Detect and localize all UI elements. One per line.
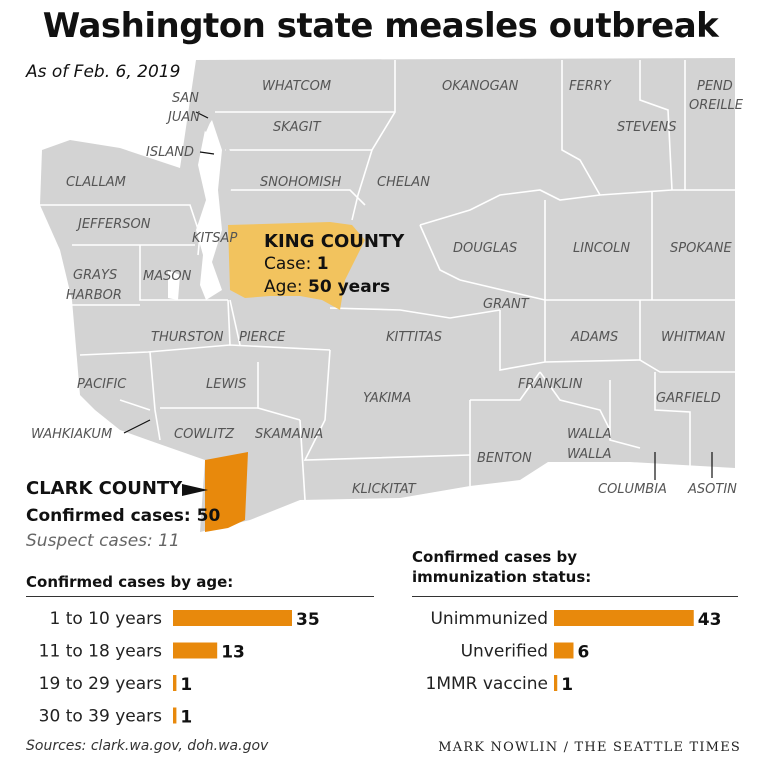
clark-county-shape — [205, 452, 248, 532]
age-chart-rule — [26, 596, 374, 597]
king-case-value: 1 — [316, 254, 329, 274]
county-label-spokane: SPOKANE — [670, 241, 732, 256]
immunization-bar — [554, 610, 694, 626]
immunization-chart-rule — [412, 596, 738, 597]
king-age-value: 50 years — [308, 277, 391, 297]
sources-note: Sources: clark.wa.gov, doh.wa.gov — [26, 738, 269, 754]
county-label-grant: GRANT — [483, 297, 529, 312]
age-value-label: 13 — [221, 643, 245, 663]
county-label-franklin: FRANKLIN — [518, 377, 583, 392]
county-label-clallam: CLALLAM — [66, 175, 126, 190]
age-bar-chart: 1 to 10 years 35 11 to 18 years 13 19 to 29 … — [39, 609, 320, 728]
county-label-grays-harbor-1: GRAYS — [73, 268, 118, 283]
immunization-value-label: 43 — [698, 610, 722, 630]
county-label-chelan: CHELAN — [377, 175, 430, 190]
county-label-pacific: PACIFIC — [77, 377, 127, 392]
county-label-snohomish: SNOHOMISH — [260, 175, 342, 190]
clark-pointer-arrow — [182, 484, 208, 496]
county-label-skagit: SKAGIT — [273, 120, 321, 135]
county-label-stevens: STEVENS — [617, 120, 677, 135]
county-label-whatcom: WHATCOM — [262, 79, 332, 94]
county-label-grays-harbor-2: HARBOR — [66, 288, 122, 303]
county-label-okanogan: OKANOGAN — [442, 79, 519, 94]
age-category-label: 30 to 39 years — [39, 707, 162, 727]
king-county-shape — [228, 222, 365, 310]
county-label-klickitat: KLICKITAT — [352, 482, 416, 497]
county-label-pend-oreille-2: OREILLE — [689, 98, 744, 113]
king-case-label: Case: — [264, 254, 312, 274]
age-bar — [173, 642, 218, 659]
immunization-chart-title: Confirmed cases by immunization status: — [412, 547, 591, 587]
county-label-thurston: THURSTON — [151, 330, 224, 345]
age-bar — [173, 675, 177, 691]
county-label-san-juan-2: JUAN — [168, 110, 200, 125]
clark-confirmed-value: 50 — [196, 506, 221, 526]
king-county-callout: KING COUNTY Case: 1 Age: 50 years — [264, 230, 404, 299]
age-value-label: 35 — [296, 610, 320, 630]
immunization-bar-chart: Unimmunized 43 Unverified 6 1MMR vaccine 1 — [426, 609, 722, 695]
immunization-value-label: 6 — [578, 643, 590, 663]
age-category-label: 11 to 18 years — [39, 642, 162, 662]
county-label-lewis: LEWIS — [206, 377, 247, 392]
county-label-walla-walla-2: WALLA — [567, 447, 612, 462]
county-label-ferry: FERRY — [569, 79, 611, 94]
county-label-mason: MASON — [143, 269, 192, 284]
county-label-wahkiakum: WAHKIAKUM — [31, 427, 113, 442]
clark-confirmed-label: Confirmed cases: — [26, 506, 191, 526]
leader-lines — [123, 111, 713, 480]
king-county-name: KING COUNTY — [264, 231, 405, 252]
immunization-chart-title-line-1: Confirmed cases by — [412, 548, 578, 566]
immunization-bar — [554, 642, 574, 659]
county-label-san-juan-1: SAN — [172, 91, 199, 106]
county-label-skamania: SKAMANIA — [255, 427, 324, 442]
hood-canal — [168, 270, 180, 300]
age-bar — [173, 610, 292, 626]
immunization-category-label: Unverified — [461, 642, 548, 662]
age-bar — [173, 707, 177, 724]
county-label-yakima: YAKIMA — [363, 391, 412, 406]
age-value-label: 1 — [180, 708, 192, 728]
county-label-kitsap: KITSAP — [192, 231, 238, 246]
county-label-island: ISLAND — [146, 145, 194, 160]
county-label-kittitas: KITTITAS — [386, 330, 442, 345]
as-of-date: As of Feb. 6, 2019 — [26, 62, 181, 82]
age-category-label: 1 to 10 years — [49, 609, 162, 629]
county-label-pend-oreille-1: PEND — [697, 79, 733, 94]
county-label-benton: BENTON — [477, 451, 532, 466]
immunization-value-label: 1 — [561, 675, 573, 695]
county-label-cowlitz: COWLITZ — [174, 427, 235, 442]
credit-line: MARK NOWLIN / THE SEATTLE TIMES — [438, 740, 741, 755]
chart-title: Washington state measles outbreak — [42, 6, 719, 46]
county-label-asotin: ASOTIN — [688, 482, 737, 497]
clark-county-name: CLARK COUNTY — [26, 478, 183, 499]
king-age-label: Age: — [264, 277, 303, 297]
county-label-garfield: GARFIELD — [656, 391, 721, 406]
age-category-label: 19 to 29 years — [39, 674, 162, 694]
county-label-whitman: WHITMAN — [661, 330, 726, 345]
county-label-jefferson: JEFFERSON — [78, 217, 151, 232]
county-label-walla-walla-1: WALLA — [567, 427, 612, 442]
clark-suspect-cases: Suspect cases: 11 — [26, 531, 180, 551]
puget-sound — [196, 120, 222, 300]
age-value-label: 1 — [180, 675, 192, 695]
county-label-lincoln: LINCOLN — [573, 241, 631, 256]
washington-map — [40, 58, 735, 532]
county-label-adams: ADAMS — [571, 330, 619, 345]
san-juan-shape — [198, 110, 212, 132]
immunization-chart-title-line-2: immunization status: — [412, 568, 592, 586]
county-label-columbia: COLUMBIA — [598, 482, 667, 497]
immunization-category-label: 1MMR vaccine — [426, 674, 549, 694]
county-borders — [40, 60, 735, 501]
immunization-bar — [554, 675, 558, 691]
county-label-douglas: DOUGLAS — [453, 241, 518, 256]
county-label-pierce: PIERCE — [239, 330, 286, 345]
clark-county-callout: CLARK COUNTY Confirmed cases: 50 Suspect… — [26, 478, 220, 551]
island-county-shape — [224, 142, 234, 198]
immunization-category-label: Unimmunized — [430, 609, 548, 629]
age-chart-title: Confirmed cases by age: — [26, 573, 234, 591]
